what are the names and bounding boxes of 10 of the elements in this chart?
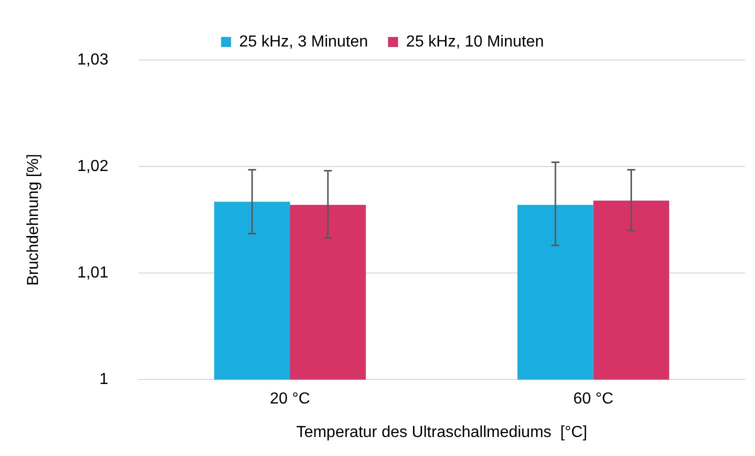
y-tick-label: 1,01 — [77, 264, 108, 282]
y-tick-label: 1,02 — [77, 158, 108, 175]
x-tick-label: 20 °C — [270, 390, 310, 408]
legend-label: 25 kHz, 3 Minuten — [239, 33, 368, 50]
x-axis-title: Temperatur des Ultraschallmediums [°C] — [296, 424, 588, 441]
y-axis-title: Bruchdehnung [%] — [25, 154, 42, 286]
y-tick-label: 1 — [99, 371, 108, 388]
legend-label: 25 kHz, 10 Minuten — [406, 33, 544, 50]
y-tick-label: 1,03 — [77, 51, 108, 68]
x-tick-label: 60 °C — [573, 390, 614, 408]
